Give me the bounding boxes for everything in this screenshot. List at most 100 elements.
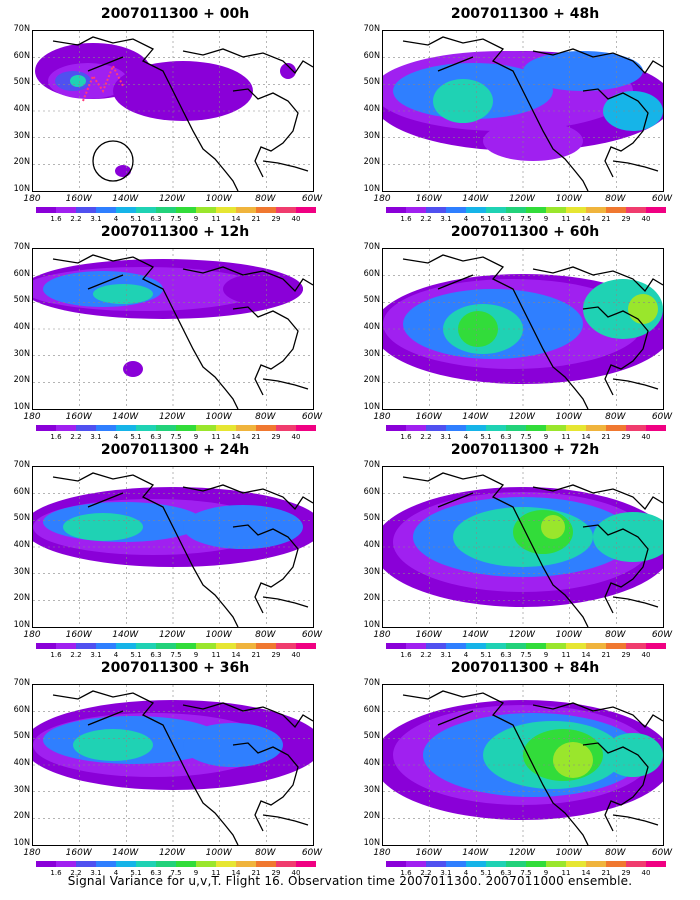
- lat-label: 20N: [363, 375, 380, 386]
- colorbar-label: 9: [193, 215, 199, 223]
- colorbar: [36, 861, 316, 867]
- lon-label: 60W: [651, 848, 673, 858]
- colorbar-swatch: [76, 643, 96, 649]
- colorbar-swatch: [646, 861, 666, 867]
- colorbar-swatch: [546, 861, 566, 867]
- lat-label: 70N: [363, 24, 380, 34]
- lon-label: 140W: [462, 412, 489, 422]
- lat-label: 30N: [363, 566, 380, 577]
- map-plot: [382, 30, 664, 192]
- lon-label: 160W: [415, 848, 442, 858]
- colorbar-swatch: [546, 207, 566, 213]
- colorbar-label: 9: [193, 651, 199, 659]
- colorbar-swatch: [586, 425, 606, 431]
- colorbar-label: 6.3: [500, 215, 512, 223]
- colorbar-swatch: [96, 643, 116, 649]
- colorbar: [386, 861, 666, 867]
- lat-label: 70N: [13, 24, 30, 34]
- colorbar-swatch: [466, 207, 486, 213]
- colorbar-swatch: [176, 643, 196, 649]
- colorbar-label: 14: [581, 215, 591, 223]
- lat-label: 70N: [363, 678, 380, 688]
- colorbar-swatch: [236, 643, 256, 649]
- lat-label: 50N: [363, 731, 380, 742]
- coastline: [52, 472, 239, 627]
- colorbar-label: 6.3: [150, 433, 162, 441]
- lon-label: 160W: [65, 194, 92, 204]
- map-plot: [32, 248, 314, 410]
- lon-label: 60W: [651, 194, 673, 204]
- flight-track: [82, 63, 124, 102]
- colorbar-label: 40: [641, 433, 651, 441]
- colorbar-label: 9: [543, 651, 549, 659]
- coastline: [87, 492, 124, 508]
- coastline: [437, 492, 474, 508]
- colorbar-swatch: [646, 425, 666, 431]
- lon-label: 100W: [555, 194, 582, 204]
- colorbar-swatch: [136, 207, 156, 213]
- lat-label: 50N: [13, 295, 30, 306]
- colorbar-label: 7.5: [170, 433, 182, 441]
- lon-label: 80W: [255, 412, 276, 422]
- colorbar-label: 1.6: [400, 215, 412, 223]
- map-svg: [33, 685, 313, 845]
- colorbar-swatch: [216, 207, 236, 213]
- colorbar-swatch: [586, 643, 606, 649]
- lat-label: 50N: [363, 295, 380, 306]
- lon-label: 120W: [158, 630, 186, 640]
- lon-label: 180: [23, 630, 41, 640]
- coastline: [582, 742, 649, 832]
- lon-label: 160W: [415, 412, 442, 422]
- colorbar-swatch: [176, 425, 196, 431]
- colorbar-swatch: [506, 207, 526, 213]
- lat-label: 50N: [13, 513, 30, 524]
- colorbar-label: 3.1: [90, 869, 102, 877]
- contour-region: [73, 729, 153, 761]
- lat-label: 70N: [363, 460, 380, 470]
- colorbar-swatch: [626, 861, 646, 867]
- coastline: [437, 710, 474, 726]
- colorbar-label: 6.3: [500, 651, 512, 659]
- lat-label: 30N: [13, 348, 30, 359]
- colorbar-label: 1.6: [400, 869, 412, 877]
- figure-caption: Signal Variance for u,v,T. Flight 16. Ob…: [67, 874, 633, 888]
- coastline: [262, 378, 309, 390]
- colorbar-swatch: [646, 643, 666, 649]
- colorbar-swatch: [566, 207, 586, 213]
- colorbar-swatch: [526, 643, 546, 649]
- coastline: [52, 690, 239, 845]
- colorbar-swatch: [296, 643, 316, 649]
- lon-label: 180: [23, 848, 41, 858]
- lat-label: 60N: [363, 704, 380, 715]
- colorbar-swatch: [486, 425, 506, 431]
- lat-label: 20N: [13, 375, 30, 386]
- colorbar-label: 1.6: [50, 869, 62, 877]
- colorbar-label: 6.3: [150, 651, 162, 659]
- colorbar-label: 2.2: [420, 433, 432, 441]
- colorbar-swatch: [566, 425, 586, 431]
- coastline: [182, 266, 313, 293]
- colorbar: [36, 643, 316, 649]
- lat-label: 40N: [13, 104, 30, 114]
- colorbar-label: 6.3: [500, 433, 512, 441]
- contour-region: [113, 61, 253, 121]
- colorbar-swatch: [196, 425, 216, 431]
- contour-region: [223, 273, 303, 305]
- coastline: [532, 266, 663, 293]
- colorbar-swatch: [196, 861, 216, 867]
- colorbar-label: 21: [601, 869, 611, 877]
- lat-label: 30N: [13, 566, 30, 577]
- contour-region: [628, 294, 658, 324]
- colorbar-label: 2.2: [420, 651, 432, 659]
- colorbar-swatch: [546, 643, 566, 649]
- colorbar-label: 7.5: [170, 215, 182, 223]
- contour-region: [123, 361, 143, 377]
- contour-region: [593, 512, 663, 562]
- coastline: [582, 524, 649, 614]
- contour-region: [523, 51, 643, 91]
- coastline: [402, 690, 589, 845]
- colorbar-swatch: [386, 643, 406, 649]
- map-panel: 2007011300 + 24h 70N 60N 50N 40N 30N 20N 10N 180…: [0, 442, 340, 662]
- colorbar-swatch: [96, 861, 116, 867]
- lat-label: 30N: [363, 130, 380, 141]
